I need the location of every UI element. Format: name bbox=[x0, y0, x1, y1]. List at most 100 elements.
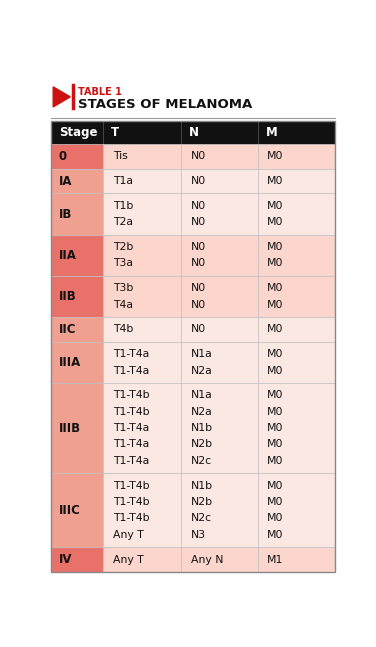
Text: M0: M0 bbox=[267, 151, 284, 161]
Bar bbox=[51, 121, 103, 144]
Text: IIIA: IIIA bbox=[59, 356, 81, 369]
Text: Any T: Any T bbox=[113, 530, 143, 540]
Text: T1-T4a: T1-T4a bbox=[113, 423, 149, 433]
Text: N0: N0 bbox=[191, 242, 206, 252]
Bar bbox=[181, 383, 258, 473]
Text: N2c: N2c bbox=[191, 514, 212, 523]
Text: M0: M0 bbox=[267, 481, 284, 490]
Text: M0: M0 bbox=[267, 176, 284, 186]
Bar bbox=[258, 276, 335, 317]
Text: IIIB: IIIB bbox=[59, 422, 81, 435]
Bar bbox=[258, 144, 335, 169]
Bar bbox=[103, 547, 181, 572]
Bar bbox=[103, 144, 181, 169]
Text: M: M bbox=[266, 126, 277, 139]
Bar bbox=[103, 383, 181, 473]
Text: N2b: N2b bbox=[191, 497, 213, 507]
Text: M0: M0 bbox=[267, 300, 284, 310]
Text: T2b: T2b bbox=[113, 242, 133, 252]
Text: N2a: N2a bbox=[191, 407, 212, 417]
Bar bbox=[51, 193, 103, 235]
Text: TABLE 1: TABLE 1 bbox=[78, 87, 122, 97]
Text: IIB: IIB bbox=[59, 290, 76, 303]
Bar bbox=[258, 342, 335, 383]
Text: T1-T4a: T1-T4a bbox=[113, 456, 149, 466]
Bar bbox=[103, 169, 181, 193]
Bar bbox=[258, 383, 335, 473]
Text: T1-T4a: T1-T4a bbox=[113, 349, 149, 359]
Text: T1b: T1b bbox=[113, 201, 133, 211]
Text: T1a: T1a bbox=[113, 176, 133, 186]
Text: IIA: IIA bbox=[59, 248, 76, 262]
Bar bbox=[258, 193, 335, 235]
Text: STAGES OF MELANOMA: STAGES OF MELANOMA bbox=[78, 98, 252, 111]
Text: T3b: T3b bbox=[113, 283, 133, 293]
Text: M0: M0 bbox=[267, 423, 284, 433]
Bar bbox=[181, 169, 258, 193]
Text: N0: N0 bbox=[191, 201, 206, 211]
Bar bbox=[51, 276, 103, 317]
Bar bbox=[103, 235, 181, 276]
Text: T4b: T4b bbox=[113, 324, 133, 334]
Text: 0: 0 bbox=[59, 149, 67, 163]
Bar bbox=[103, 193, 181, 235]
Text: IA: IA bbox=[59, 175, 72, 188]
Polygon shape bbox=[53, 87, 70, 107]
Bar bbox=[181, 235, 258, 276]
Text: M0: M0 bbox=[267, 407, 284, 417]
Bar bbox=[181, 193, 258, 235]
Text: T2a: T2a bbox=[113, 217, 133, 227]
Bar bbox=[51, 235, 103, 276]
Bar bbox=[51, 169, 103, 193]
Text: T4a: T4a bbox=[113, 300, 133, 310]
Text: M0: M0 bbox=[267, 349, 284, 359]
Text: Stage: Stage bbox=[59, 126, 97, 139]
Text: T3a: T3a bbox=[113, 258, 133, 269]
Text: M0: M0 bbox=[267, 324, 284, 334]
Bar bbox=[181, 473, 258, 547]
Bar bbox=[51, 144, 103, 169]
Text: IIC: IIC bbox=[59, 323, 76, 336]
Bar bbox=[51, 547, 103, 572]
Text: N0: N0 bbox=[191, 283, 206, 293]
Text: T1-T4b: T1-T4b bbox=[113, 514, 149, 523]
Bar bbox=[51, 317, 103, 342]
Text: T1-T4b: T1-T4b bbox=[113, 481, 149, 490]
Text: N3: N3 bbox=[191, 530, 206, 540]
Text: T1-T4b: T1-T4b bbox=[113, 390, 149, 400]
Bar bbox=[181, 317, 258, 342]
Text: Any T: Any T bbox=[113, 554, 143, 565]
Text: N1a: N1a bbox=[191, 390, 212, 400]
Bar bbox=[258, 235, 335, 276]
Text: IB: IB bbox=[59, 208, 72, 221]
Bar bbox=[103, 121, 181, 144]
Text: M0: M0 bbox=[267, 242, 284, 252]
Text: Any N: Any N bbox=[191, 554, 223, 565]
Bar bbox=[51, 473, 103, 547]
Text: N1b: N1b bbox=[191, 423, 213, 433]
Text: N1b: N1b bbox=[191, 481, 213, 490]
Bar bbox=[181, 547, 258, 572]
Text: N: N bbox=[189, 126, 199, 139]
Bar bbox=[51, 342, 103, 383]
Bar bbox=[103, 276, 181, 317]
Text: M0: M0 bbox=[267, 439, 284, 450]
Text: M0: M0 bbox=[267, 283, 284, 293]
Text: M0: M0 bbox=[267, 390, 284, 400]
Bar bbox=[181, 342, 258, 383]
Text: IV: IV bbox=[59, 553, 72, 566]
Text: M0: M0 bbox=[267, 366, 284, 376]
Text: M1: M1 bbox=[267, 554, 284, 565]
Text: N0: N0 bbox=[191, 258, 206, 269]
Bar bbox=[258, 547, 335, 572]
Text: N0: N0 bbox=[191, 300, 206, 310]
Bar bbox=[103, 317, 181, 342]
Text: N0: N0 bbox=[191, 217, 206, 227]
Text: N2c: N2c bbox=[191, 456, 212, 466]
Text: T: T bbox=[111, 126, 119, 139]
Text: N2a: N2a bbox=[191, 366, 212, 376]
Text: N0: N0 bbox=[191, 176, 206, 186]
Text: M0: M0 bbox=[267, 456, 284, 466]
Text: T1-T4a: T1-T4a bbox=[113, 366, 149, 376]
Bar bbox=[258, 169, 335, 193]
